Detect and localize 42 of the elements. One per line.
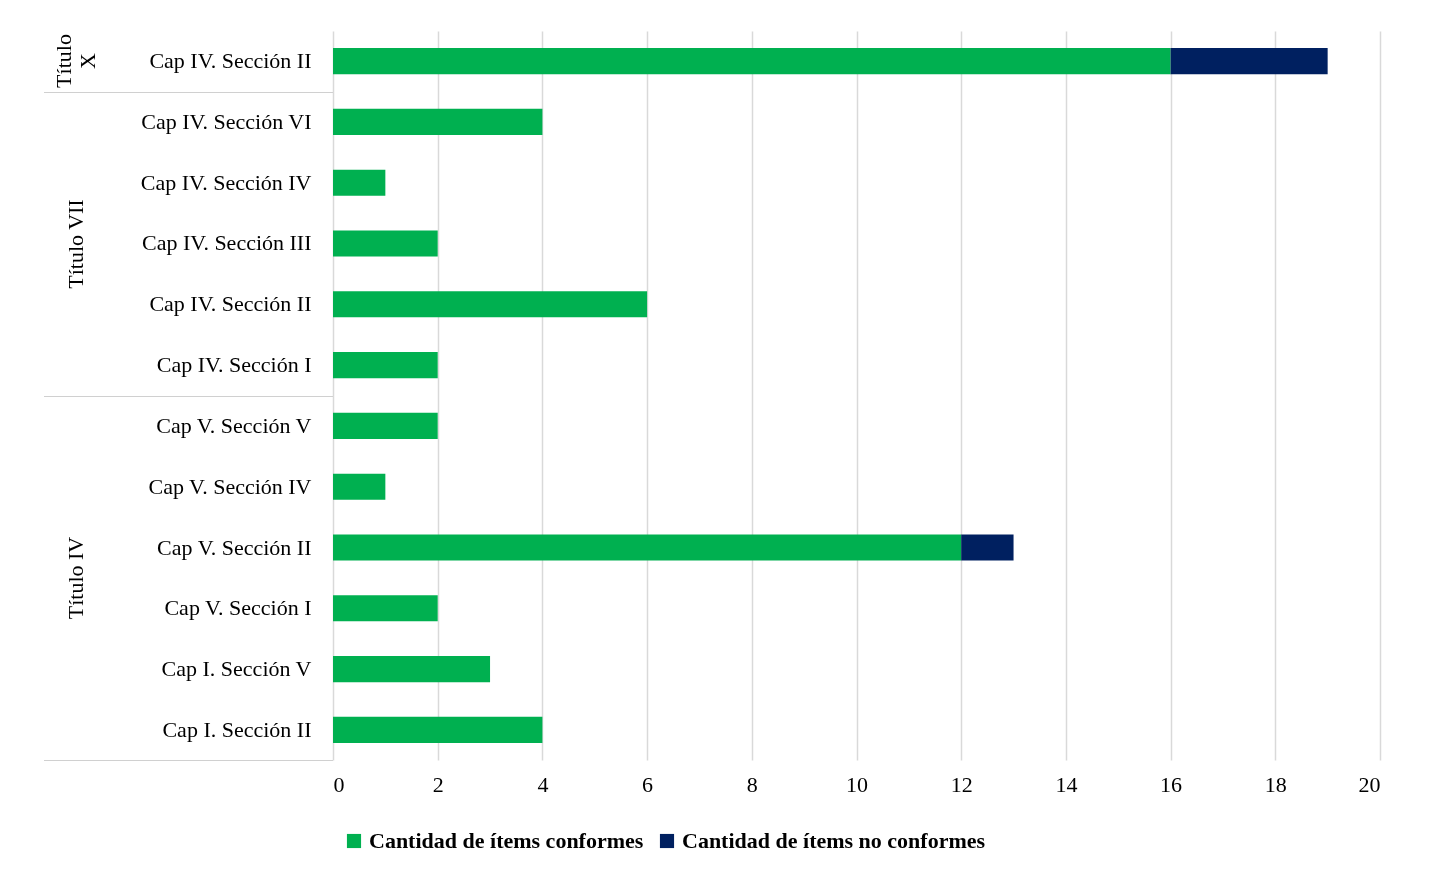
y-tick-label: Cap I. Sección II (162, 716, 312, 742)
bar (333, 230, 438, 257)
x-tick-label: 16 (1160, 771, 1183, 797)
bar (961, 534, 1014, 561)
y-tick-label: Cap V. Sección I (164, 595, 312, 621)
bar (333, 48, 1171, 75)
y-tick-label: Cap IV. Sección VI (141, 108, 312, 134)
x-tick-label: 6 (642, 771, 654, 797)
x-tick-label: 2 (432, 771, 444, 797)
bar (333, 656, 491, 683)
bar (333, 169, 386, 196)
y-tick-label: Cap V. Sección II (157, 534, 312, 560)
x-tick-label: 8 (746, 771, 758, 797)
bar (333, 352, 438, 379)
bar (333, 534, 962, 561)
legend-label: Cantidad de ítems conformes (369, 828, 644, 853)
y-tick-label: Cap IV. Sección IV (140, 169, 312, 195)
bar (333, 716, 543, 743)
y-tick-label: Cap I. Sección V (161, 656, 312, 682)
bar (1170, 48, 1328, 75)
text: Título IV (63, 535, 88, 621)
text: Título VII (63, 197, 88, 291)
x-tick-label: 10 (846, 771, 868, 797)
bar (333, 412, 438, 439)
bar (333, 595, 438, 622)
bar (333, 473, 386, 500)
x-tick-label: 4 (537, 771, 549, 797)
y-tick-label: Cap IV. Sección III (142, 230, 312, 256)
y-tick-label: Cap IV. Sección II (149, 48, 312, 74)
legend-label: Cantidad de ítems no conformes (682, 828, 986, 853)
bar (333, 108, 543, 135)
y-tick-label: Cap V. Sección V (156, 412, 312, 438)
text: Título X (51, 34, 100, 89)
x-tick-label: 12 (950, 771, 973, 797)
y-tick-label: Cap IV. Sección II (149, 291, 312, 317)
bar (333, 291, 648, 318)
y-tick-label: Cap IV. Sección I (156, 352, 312, 378)
x-tick-label: 20 (1358, 771, 1381, 797)
x-tick-label: 18 (1264, 771, 1287, 797)
x-tick-label: 0 (333, 771, 345, 797)
x-tick-label: 14 (1055, 771, 1078, 797)
y-tick-label: Cap V. Sección IV (148, 473, 312, 499)
